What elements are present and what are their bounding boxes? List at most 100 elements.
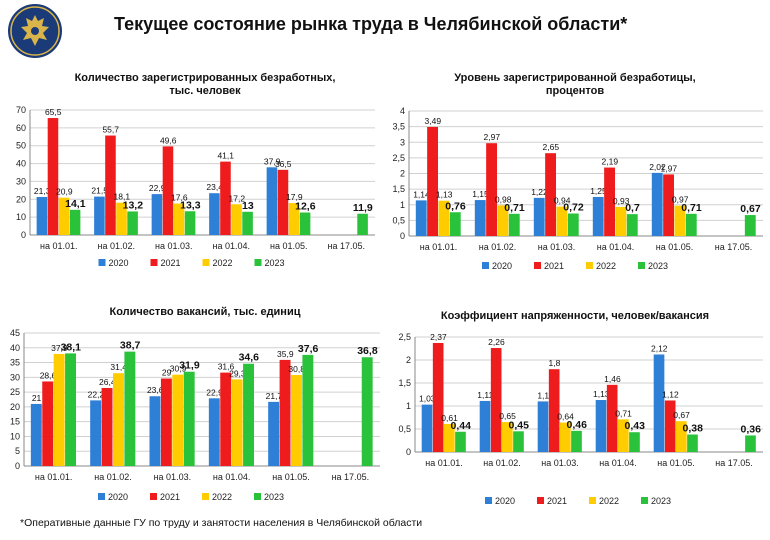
- x-tick-label: на 01.05.: [270, 241, 308, 251]
- data-label: 0,72: [563, 202, 584, 214]
- data-label: 29,3: [229, 368, 246, 378]
- data-label: 0,36: [741, 423, 762, 435]
- bar-2021-3: [545, 153, 556, 236]
- legend-swatch: [98, 259, 106, 266]
- legend-label: 2020: [495, 496, 515, 506]
- x-tick-label: на 01.03.: [155, 241, 193, 251]
- chart-1-title-line-1: Количество зарегистрированных безработны…: [74, 72, 336, 84]
- data-label: 21,5: [91, 186, 108, 196]
- emblem-icon: [8, 4, 62, 58]
- bar-2023-6: [745, 435, 756, 452]
- chart-2-title-line-2: процентов: [545, 85, 605, 97]
- y-tick-label: 0: [21, 230, 26, 240]
- data-label: 2,65: [543, 142, 560, 152]
- data-label: 13,2: [123, 199, 144, 211]
- x-tick-label: на 01.03.: [538, 242, 576, 252]
- bar-2020-2: [474, 200, 486, 236]
- y-tick-label: 30: [16, 176, 26, 186]
- data-label: 2,97: [484, 132, 501, 142]
- data-label: 17,2: [229, 193, 246, 203]
- data-label: 21: [32, 393, 42, 403]
- data-label: 0,7: [625, 202, 640, 214]
- chart-2-title: Уровень зарегистрированной безработицы, …: [390, 72, 760, 98]
- data-label: 1,13: [436, 190, 453, 200]
- data-label: 1,11: [477, 390, 493, 400]
- bar-2023-6: [361, 357, 373, 466]
- data-label: 14,1: [65, 198, 86, 210]
- data-label: 0,67: [673, 410, 690, 420]
- data-label: 1,97: [661, 163, 678, 173]
- bar-2023-2: [124, 351, 136, 466]
- legend-label: 2023: [648, 261, 668, 271]
- y-tick-label: 40: [16, 159, 26, 169]
- data-label: 28,6: [40, 370, 57, 380]
- chart-unemployed: 0 10 20 30 40 50 60 70 21,3 65,5 20,914,1 на 01.01.…: [16, 105, 375, 268]
- bar-2023-5: [299, 212, 311, 235]
- bar-2023-1: [65, 353, 76, 466]
- data-label: 17,6: [171, 193, 188, 203]
- legend-label: 2020: [109, 258, 129, 268]
- x-tick-label: на 01.05.: [272, 472, 310, 482]
- x-tick-label: на 01.04.: [597, 242, 635, 252]
- legend-swatch: [98, 493, 105, 500]
- data-label: 30,9: [170, 364, 187, 374]
- data-label: 26,4: [99, 377, 116, 387]
- y-tick-label: 45: [10, 328, 20, 338]
- data-label: 0,97: [672, 195, 689, 205]
- data-label: 22,2: [88, 389, 105, 399]
- x-tick-label: на 01.04.: [213, 472, 251, 482]
- data-label: 0,71: [615, 408, 632, 418]
- data-label: 0,38: [683, 423, 704, 435]
- y-tick-label: 25: [10, 387, 20, 397]
- y-tick-label: 3,5: [392, 122, 405, 132]
- bar-2021-3: [160, 378, 172, 466]
- y-tick-label: 4: [400, 106, 405, 116]
- data-label: 0,94: [554, 196, 571, 206]
- data-label: 2,12: [651, 343, 668, 353]
- bar-2021-3: [162, 146, 174, 235]
- y-tick-label: 1: [400, 200, 405, 210]
- bar-2021-2: [486, 143, 497, 236]
- chart-4-title-line-1: Коэффициент напряженности, человек/вакан…: [440, 310, 710, 322]
- chart-2-title-line-1: Уровень зарегистрированной безработицы,: [454, 72, 696, 84]
- bar-2022-1: [53, 353, 65, 466]
- data-label: 49,6: [160, 135, 177, 145]
- legend-label: 2021: [544, 261, 564, 271]
- bar-2023-5: [687, 434, 698, 452]
- y-tick-label: 35: [10, 358, 20, 368]
- bar-2021-1: [42, 381, 54, 466]
- data-label: 1,1: [537, 390, 549, 400]
- y-tick-label: 1,5: [392, 184, 405, 194]
- legend-label: 2022: [212, 492, 232, 502]
- data-label: 34,6: [239, 352, 260, 364]
- bar-2022-2: [502, 422, 513, 452]
- chart-unemployment-rate: 0 0,5 1 1,5 2 2,5 3 3,5 4 1,14 3,49 1,130,76 на 01.0…: [392, 106, 763, 271]
- legend-swatch: [589, 497, 596, 504]
- legend-label: 2023: [265, 258, 285, 268]
- bar-2022-3: [560, 422, 571, 452]
- data-label: 1,46: [604, 374, 621, 384]
- data-label: 1,12: [662, 389, 679, 399]
- legend-label: 2023: [651, 496, 671, 506]
- data-label: 41,1: [217, 151, 234, 161]
- bar-2022-3: [173, 203, 185, 235]
- legend-swatch: [254, 493, 261, 500]
- bar-2021-5: [663, 174, 674, 236]
- data-label: 18,1: [114, 192, 131, 202]
- y-tick-label: 0: [15, 461, 20, 471]
- y-tick-label: 40: [10, 343, 20, 353]
- x-tick-label: на 01.04.: [599, 458, 637, 468]
- chart-tension-coefficient: 0 0,5 1 1,5 2 2,5 1,03 2,37 0,610,44 на 01.01. 1,1…: [398, 332, 763, 506]
- data-label: 0,45: [509, 419, 530, 431]
- x-tick-label: на 17.05.: [715, 242, 753, 252]
- y-tick-label: 0,5: [398, 424, 411, 434]
- legend-label: 2022: [596, 261, 616, 271]
- x-tick-label: на 01.01.: [425, 458, 463, 468]
- data-label: 36,5: [275, 159, 292, 169]
- bar-2023-5: [685, 213, 697, 236]
- bar-2023-1: [455, 431, 466, 452]
- data-label: 0,93: [613, 196, 630, 206]
- bar-2022-4: [615, 206, 627, 236]
- legend-swatch: [482, 262, 489, 269]
- bar-2021-4: [220, 161, 231, 235]
